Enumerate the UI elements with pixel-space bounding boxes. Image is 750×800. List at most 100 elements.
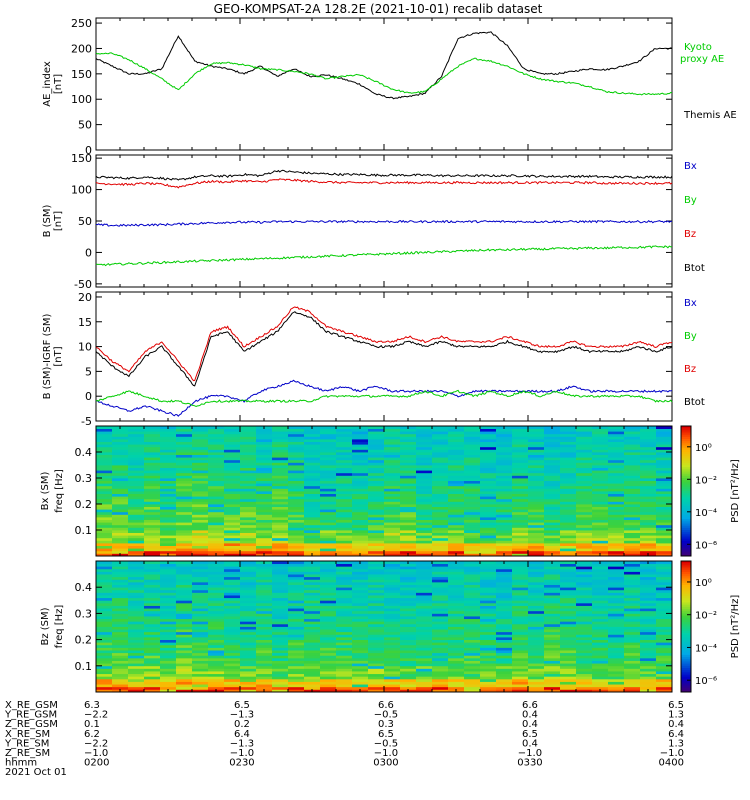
spectrogram-cell (528, 660, 545, 664)
spectrogram-cell (144, 498, 161, 502)
spectrogram-cell (192, 543, 209, 546)
spectrogram-cell (192, 498, 209, 502)
y-tick-label: -5 (81, 415, 92, 428)
spectrogram-cell (528, 584, 545, 588)
spectrogram-cell (608, 496, 625, 500)
spectrogram-cell (576, 671, 593, 675)
spectrogram-cell (544, 537, 561, 541)
spectrogram-cell (208, 514, 225, 518)
spectrogram-cell (144, 561, 161, 565)
spectrogram-cell (432, 488, 449, 492)
spectrogram-cell (576, 568, 593, 572)
spectrogram-cell (112, 639, 129, 643)
spectrogram-cell (224, 514, 241, 518)
spectrogram-cell (288, 504, 305, 507)
spectrogram-cell (656, 514, 673, 518)
spectrogram-cell (272, 493, 289, 497)
spectrogram-cell (128, 452, 145, 455)
spectrogram-cell (560, 673, 577, 677)
colorbar-cell (681, 514, 691, 518)
spectrogram-cell (496, 524, 513, 528)
y-tick-label: 0.3 (75, 607, 93, 620)
spectrogram-cell (288, 642, 305, 646)
spectrogram-cell (160, 504, 177, 507)
spectrogram-cell (320, 634, 337, 638)
y-axis-label: B (SM) (42, 204, 53, 237)
spectrogram-cell (624, 568, 641, 572)
spectrogram-cell (576, 595, 593, 599)
spectrogram-cell (256, 532, 273, 536)
spectrogram-cell (448, 444, 465, 448)
spectrogram-cell (240, 522, 257, 526)
spectrogram-cell (432, 548, 449, 552)
spectrogram-cell (432, 642, 449, 646)
spectrogram-cell (592, 446, 609, 450)
spectrogram-cell (272, 655, 289, 659)
spectrogram-cell (560, 623, 577, 627)
spectrogram-cell (416, 642, 433, 646)
spectrogram-cell (304, 517, 321, 520)
spectrogram-cell (224, 454, 241, 458)
spectrogram-cell (272, 532, 289, 536)
spectrogram-cell (608, 626, 625, 630)
spectrogram-cell (128, 584, 145, 588)
spectrogram-cell (240, 581, 257, 585)
spectrogram-cell (528, 548, 545, 552)
spectrogram-cell (304, 681, 321, 685)
spectrogram-cell (256, 631, 273, 635)
spectrogram-cell (208, 493, 225, 497)
spectrogram-cell (496, 610, 513, 614)
spectrogram-cell (512, 548, 529, 552)
spectrogram-cell (640, 574, 657, 578)
spectrogram-cell (224, 449, 241, 453)
spectrogram-cell (576, 579, 593, 583)
spectrogram-cell (464, 537, 481, 541)
spectrogram-cell (96, 472, 113, 476)
spectrogram-cell (288, 686, 305, 690)
spectrogram-cell (416, 431, 433, 435)
spectrogram-cell (368, 634, 385, 638)
spectrogram-cell (400, 449, 417, 453)
series-by (95, 389, 673, 408)
spectrogram-cell (320, 504, 337, 507)
colorbar-cell (681, 547, 691, 550)
spectrogram-cell (432, 436, 449, 440)
spectrogram-cell (528, 608, 545, 612)
spectrogram-cell (240, 465, 257, 468)
spectrogram-cell (288, 650, 305, 654)
spectrogram-cell (576, 576, 593, 580)
spectrogram-cell (464, 684, 481, 688)
spectrogram-cell (176, 488, 193, 492)
spectrogram-cell (320, 613, 337, 617)
spectrogram-cell (352, 496, 369, 500)
spectrogram-cell (288, 621, 305, 625)
spectrogram-cell (240, 610, 257, 614)
spectrogram-cell (144, 581, 161, 585)
spectrogram-cell (480, 636, 497, 640)
spectrogram-cell (160, 621, 177, 625)
spectrogram-cell (592, 623, 609, 627)
spectrogram-cell (256, 524, 273, 528)
spectrogram-cell (544, 436, 561, 440)
spectrogram-cell (576, 441, 593, 445)
spectrogram-cell (336, 457, 353, 461)
spectrogram-cell (432, 433, 449, 437)
spectrogram-cell (240, 504, 257, 507)
spectrogram-cell (112, 459, 129, 463)
spectrogram-cell (96, 623, 113, 627)
spectrogram-cell (320, 462, 337, 466)
spectrogram-cell (176, 592, 193, 596)
spectrogram-cell (256, 671, 273, 675)
spectrogram-cell (640, 540, 657, 544)
spectrogram-cell (384, 655, 401, 659)
spectrogram-cell (480, 493, 497, 497)
spectrogram-cell (656, 655, 673, 659)
spectrogram-cell (368, 441, 385, 445)
spectrogram-cell (480, 535, 497, 539)
spectrogram-cell (368, 668, 385, 672)
spectrogram-cell (400, 621, 417, 625)
spectrogram-cell (544, 519, 561, 523)
spectrogram-cell (224, 584, 241, 588)
spectrogram-cell (144, 671, 161, 675)
spectrogram-cell (304, 467, 321, 471)
